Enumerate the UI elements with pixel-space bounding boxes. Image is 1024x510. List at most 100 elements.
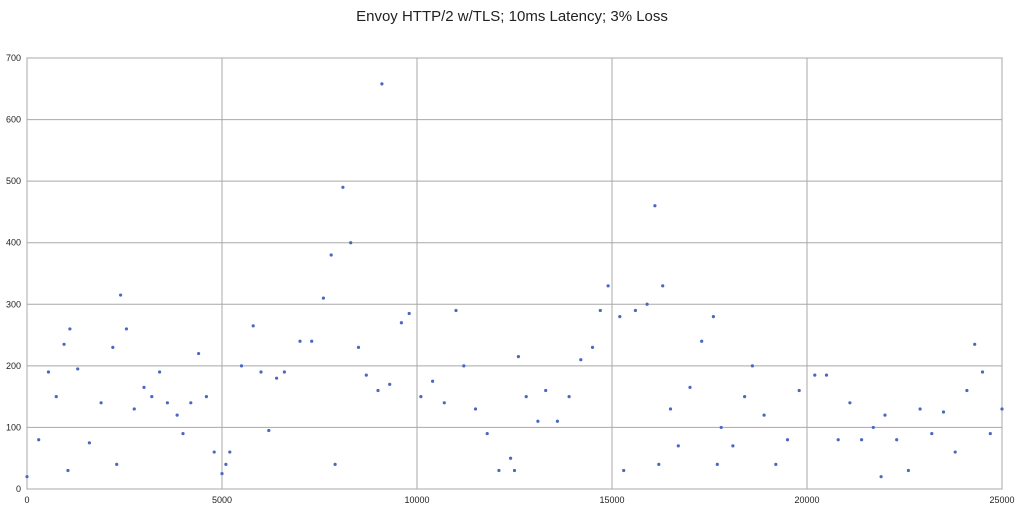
data-point xyxy=(797,388,801,393)
data-point xyxy=(224,462,228,466)
x-tick-label: 0 xyxy=(24,495,29,505)
data-point xyxy=(341,185,345,189)
data-point xyxy=(407,311,411,316)
data-point xyxy=(87,441,91,445)
data-point xyxy=(536,419,540,423)
data-point xyxy=(37,438,41,442)
data-point xyxy=(567,395,571,399)
data-point xyxy=(848,401,852,405)
chart-title: Envoy HTTP/2 w/TLS; 10ms Latency; 3% Los… xyxy=(356,8,668,25)
x-tick-label: 5000 xyxy=(212,495,232,505)
data-point xyxy=(310,339,314,343)
y-tick-label: 200 xyxy=(6,361,21,371)
data-point xyxy=(657,462,661,466)
data-point xyxy=(349,241,353,245)
data-point xyxy=(239,364,244,368)
data-point xyxy=(653,204,657,208)
data-point xyxy=(454,308,458,313)
data-point xyxy=(1000,407,1004,411)
data-point xyxy=(661,284,665,288)
data-point xyxy=(973,342,977,346)
data-point xyxy=(267,428,271,433)
data-point xyxy=(251,324,255,328)
data-point xyxy=(676,444,680,448)
data-point xyxy=(906,468,911,473)
data-point xyxy=(965,388,969,393)
data-point xyxy=(275,376,279,380)
data-point xyxy=(606,284,610,288)
data-point xyxy=(750,364,755,368)
y-tick-label: 700 xyxy=(6,53,21,63)
y-tick-label: 600 xyxy=(6,115,21,125)
data-point xyxy=(813,373,817,377)
data-point xyxy=(442,401,446,405)
data-point xyxy=(719,425,723,430)
data-point xyxy=(158,370,162,374)
data-points xyxy=(25,82,1004,479)
data-point xyxy=(298,339,302,343)
data-point xyxy=(25,475,29,479)
data-point xyxy=(700,339,704,343)
data-point xyxy=(824,373,829,377)
data-point xyxy=(388,382,392,386)
data-point xyxy=(356,345,361,349)
data-point xyxy=(731,444,735,448)
y-tick-label: 500 xyxy=(6,176,21,186)
data-point xyxy=(66,468,70,473)
data-point xyxy=(622,468,626,473)
data-point xyxy=(497,468,501,473)
data-point xyxy=(321,296,325,300)
x-axis-ticks: 0 5000 10000 15000 20000 25000 xyxy=(24,495,1014,505)
data-point xyxy=(220,472,224,476)
data-point xyxy=(895,438,899,442)
data-point xyxy=(282,370,286,374)
plot-area xyxy=(26,57,1003,490)
data-point xyxy=(189,401,193,405)
data-point xyxy=(68,327,72,331)
data-point xyxy=(860,438,864,442)
x-tick-label: 25000 xyxy=(989,495,1014,505)
data-point xyxy=(259,370,263,374)
data-point xyxy=(132,407,136,411)
data-point xyxy=(579,358,583,362)
data-point xyxy=(462,364,466,368)
data-point xyxy=(544,388,548,393)
data-point xyxy=(150,395,154,399)
data-point xyxy=(364,373,368,377)
data-point xyxy=(598,308,602,313)
data-point xyxy=(988,431,992,436)
data-point xyxy=(762,413,766,417)
data-point xyxy=(512,468,517,473)
data-point xyxy=(473,407,478,411)
data-point xyxy=(197,351,201,356)
data-point xyxy=(181,431,185,436)
data-point xyxy=(431,379,435,383)
data-point xyxy=(715,462,719,466)
data-point xyxy=(124,327,129,331)
data-point xyxy=(111,345,115,349)
data-point xyxy=(774,462,778,466)
data-point xyxy=(228,450,232,454)
data-point xyxy=(871,425,875,430)
data-point xyxy=(688,385,692,390)
data-point xyxy=(329,253,333,257)
data-point xyxy=(711,315,716,319)
data-point xyxy=(212,450,216,454)
data-point xyxy=(333,462,337,466)
y-tick-label: 100 xyxy=(6,422,21,432)
data-point xyxy=(516,355,521,359)
data-point xyxy=(509,456,513,460)
data-point xyxy=(941,410,946,414)
data-point xyxy=(618,315,622,319)
data-point xyxy=(99,401,103,405)
data-point xyxy=(76,367,80,371)
data-point xyxy=(555,419,560,423)
data-point xyxy=(54,395,58,399)
data-point xyxy=(668,407,673,411)
data-point xyxy=(376,388,380,393)
data-point xyxy=(836,438,840,442)
data-point xyxy=(930,431,934,436)
y-tick-label: 0 xyxy=(16,484,21,494)
data-point xyxy=(633,308,638,313)
